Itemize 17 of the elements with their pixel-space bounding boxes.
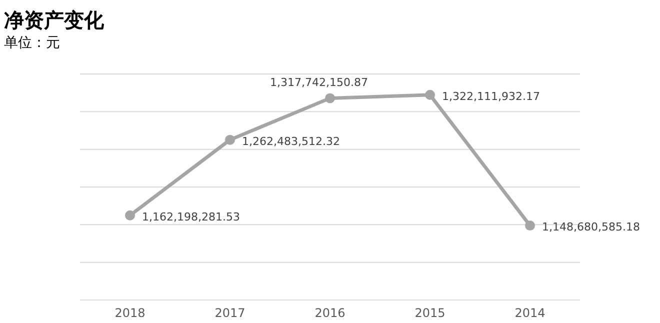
point xyxy=(325,93,335,104)
point xyxy=(425,90,435,100)
point xyxy=(125,210,135,220)
chart-subtitle: 单位：元 xyxy=(4,35,60,51)
x-tick-label: 2016 xyxy=(314,306,346,320)
data-label: 1,262,483,512.32 xyxy=(242,134,340,148)
x-tick-label: 2014 xyxy=(514,306,546,320)
x-tick-label: 2015 xyxy=(414,306,446,320)
x-tick-label: 2017 xyxy=(214,306,246,320)
data-label: 1,148,680,585.18 xyxy=(542,220,640,234)
chart-title: 净资产变化 xyxy=(4,8,105,32)
point xyxy=(525,220,535,231)
data-label: 1,162,198,281.53 xyxy=(142,210,240,224)
data-label: 1,322,111,932.17 xyxy=(442,90,540,103)
data-label: 1,317,742,150.87 xyxy=(270,76,368,90)
x-tick-label: 2018 xyxy=(114,306,146,320)
point xyxy=(225,134,235,145)
